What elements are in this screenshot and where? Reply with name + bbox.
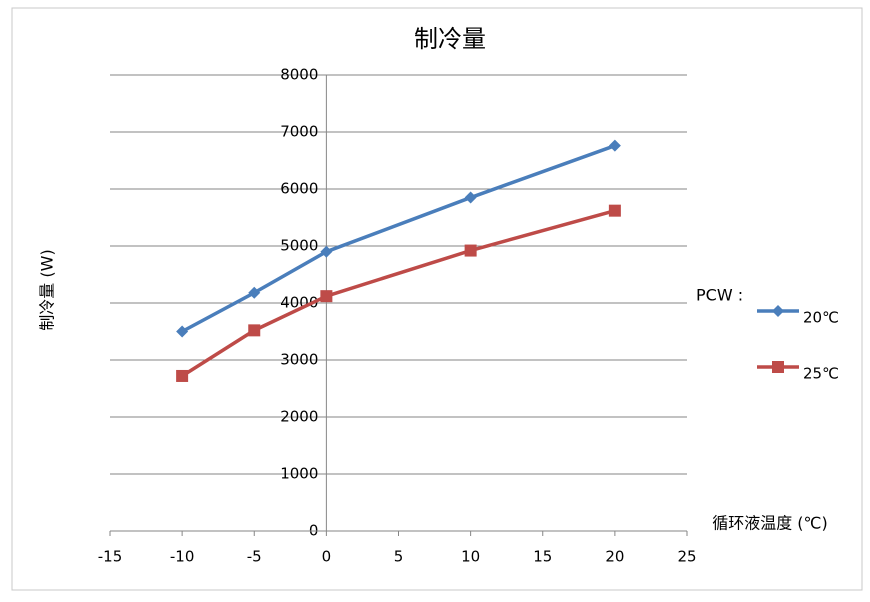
y-tick-label: 1000 (280, 465, 318, 483)
y-tick-label: 7000 (280, 123, 318, 141)
point-marker (608, 204, 621, 217)
x-axis-label: 循环液温度 (℃) (712, 514, 828, 533)
y-tick-label: 6000 (280, 180, 318, 198)
point-marker (608, 139, 621, 152)
point-marker (320, 290, 333, 303)
y-tick-label: 8000 (280, 66, 318, 84)
point-marker (772, 305, 784, 317)
point-marker (248, 286, 261, 299)
y-tick-label: 4000 (280, 294, 318, 312)
x-tick-label: 10 (461, 548, 480, 566)
point-marker (464, 244, 477, 257)
x-tick-label: 20 (605, 548, 624, 566)
x-tick-label: 25 (677, 548, 696, 566)
legend-label: 20℃ (803, 309, 839, 327)
point-marker (320, 245, 333, 258)
x-tick-label: -15 (98, 548, 123, 566)
y-axis-label: 制冷量 (W) (38, 249, 57, 330)
x-tick-label: -5 (247, 548, 262, 566)
y-tick-label: 3000 (280, 351, 318, 369)
x-tick-label: 15 (533, 548, 552, 566)
legend-label: 25℃ (803, 365, 839, 383)
chart-title: 制冷量 (414, 25, 486, 53)
point-marker (176, 325, 189, 338)
x-tick-label: 0 (322, 548, 332, 566)
chart-border (11, 7, 863, 591)
point-marker (176, 369, 189, 382)
x-tick-label: 5 (394, 548, 404, 566)
legend-title: PCW : (696, 286, 743, 305)
y-tick-label: 5000 (280, 237, 318, 255)
y-tick-label: 2000 (280, 408, 318, 426)
x-tick-label: -10 (170, 548, 195, 566)
point-marker (248, 324, 261, 337)
point-marker (464, 191, 477, 204)
point-marker (772, 361, 784, 373)
